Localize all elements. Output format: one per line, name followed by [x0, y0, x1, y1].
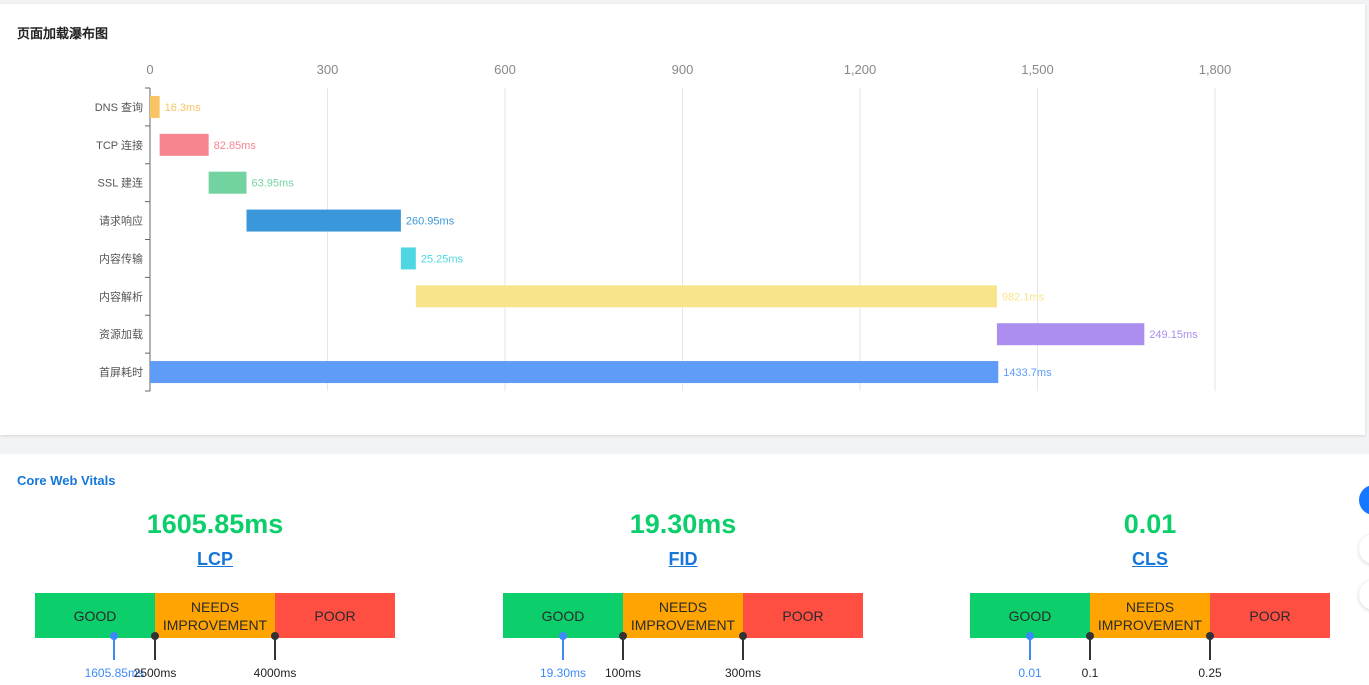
- band-good: GOOD: [503, 593, 623, 638]
- vital-value: 19.30ms: [629, 509, 737, 539]
- y-category-label: 请求响应: [99, 214, 143, 228]
- band-label: NEEDS IMPROVEMENT: [162, 598, 268, 633]
- vital-value: 1605.85ms: [146, 509, 284, 539]
- waterfall-card: 页面加载瀑布图 0 300 600 900 1,200 1,500 1,800 DNS 查询 1…: [0, 4, 1365, 435]
- threshold-marker: [1085, 632, 1095, 672]
- bar-value-label: 982.1ms: [1002, 291, 1045, 303]
- vital-rating-bar: GOOD NEEDS IMPROVEMENT POOR: [503, 593, 863, 638]
- threshold-label: 4000ms: [253, 666, 297, 680]
- y-category-label: 首屏耗时: [99, 365, 143, 379]
- band-ni: NEEDS IMPROVEMENT: [1090, 593, 1210, 638]
- y-category-label: 内容解析: [99, 289, 143, 303]
- floating-primary-button[interactable]: [1359, 485, 1369, 515]
- band-poor: POOR: [743, 593, 863, 638]
- threshold-marker: [738, 632, 748, 672]
- waterfall-bar: [150, 95, 160, 118]
- waterfall-bar: [150, 361, 999, 384]
- threshold-label: 300ms: [724, 666, 762, 680]
- x-tick-label: 300: [317, 62, 339, 77]
- threshold-label: 2500ms: [133, 666, 177, 680]
- current-value-label: 19.30ms: [539, 666, 587, 680]
- threshold-label: 100ms: [604, 666, 642, 680]
- vital-cls: 0.01 CLS GOOD NEEDS IMPROVEMENT POOR 0.01 0.1 0…: [970, 454, 1330, 685]
- x-tick-label: 600: [494, 62, 516, 77]
- x-tick-label: 900: [672, 62, 694, 77]
- threshold-label: 0.1: [1081, 666, 1099, 680]
- current-value-marker: [1025, 632, 1035, 672]
- bar-value-label: 249.15ms: [1149, 329, 1198, 341]
- band-label: NEEDS IMPROVEMENT: [630, 598, 736, 633]
- current-value-marker: [558, 632, 568, 672]
- waterfall-bar: [415, 285, 997, 308]
- y-category-label: DNS 查询: [95, 100, 143, 114]
- waterfall-chart: 0 300 600 900 1,200 1,500 1,800 DNS 查询 16.3ms TCP…: [95, 62, 1232, 392]
- waterfall-bar: [208, 171, 247, 194]
- vital-name-link[interactable]: CLS: [1132, 549, 1168, 569]
- vital-name-link[interactable]: LCP: [197, 549, 233, 569]
- bar-value-label: 16.3ms: [165, 102, 202, 114]
- band-good: GOOD: [970, 593, 1090, 638]
- band-ni: NEEDS IMPROVEMENT: [623, 593, 743, 638]
- threshold-marker: [1205, 632, 1215, 672]
- threshold-marker: [270, 632, 280, 672]
- band-label: NEEDS IMPROVEMENT: [1097, 598, 1203, 633]
- vital-rating-bar: GOOD NEEDS IMPROVEMENT POOR: [35, 593, 395, 638]
- floating-secondary-button[interactable]: [1359, 534, 1369, 564]
- band-ni: NEEDS IMPROVEMENT: [155, 593, 275, 638]
- threshold-marker: [150, 632, 160, 672]
- bar-value-label: 25.25ms: [421, 253, 464, 265]
- web-vitals-title: Core Web Vitals: [17, 473, 116, 488]
- waterfall-bar: [246, 209, 401, 232]
- vital-fid: 19.30ms FID GOOD NEEDS IMPROVEMENT POOR 19.30…: [503, 454, 863, 685]
- y-category-label: 资源加载: [99, 327, 143, 341]
- x-tick-label: 1,500: [1021, 62, 1054, 77]
- waterfall-bar: [159, 133, 209, 156]
- vital-value: 0.01: [1123, 509, 1177, 539]
- x-tick-label: 1,800: [1199, 62, 1232, 77]
- y-category-label: 内容传输: [99, 251, 143, 265]
- y-category-label: SSL 建连: [98, 176, 143, 190]
- current-value-marker: [109, 632, 119, 672]
- web-vitals-card: Core Web Vitals 1605.85ms LCP GOOD NEEDS IM…: [0, 454, 1369, 685]
- y-category-label: TCP 连接: [96, 139, 143, 152]
- threshold-marker: [618, 632, 628, 672]
- current-value-label: 0.01: [1018, 666, 1042, 680]
- vital-lcp: 1605.85ms LCP GOOD NEEDS IMPROVEMENT POOR 160…: [35, 454, 395, 685]
- band-poor: POOR: [275, 593, 395, 638]
- waterfall-bar: [400, 247, 416, 270]
- band-poor: POOR: [1210, 593, 1330, 638]
- x-tick-label: 1,200: [844, 62, 877, 77]
- bar-value-label: 1433.7ms: [1003, 367, 1052, 379]
- waterfall-bar: [996, 323, 1145, 346]
- vital-name-link[interactable]: FID: [668, 549, 698, 569]
- threshold-label: 0.25: [1198, 666, 1222, 680]
- current-value-label: 1605.85ms: [84, 666, 144, 680]
- x-tick-label: 0: [146, 62, 153, 77]
- bar-value-label: 63.95ms: [252, 178, 295, 190]
- band-good: GOOD: [35, 593, 155, 638]
- vital-rating-bar: GOOD NEEDS IMPROVEMENT POOR: [970, 593, 1330, 638]
- waterfall-title: 页面加载瀑布图: [17, 26, 109, 41]
- bar-value-label: 260.95ms: [406, 216, 455, 228]
- floating-tertiary-button[interactable]: [1359, 580, 1369, 610]
- bar-value-label: 82.85ms: [214, 140, 257, 152]
